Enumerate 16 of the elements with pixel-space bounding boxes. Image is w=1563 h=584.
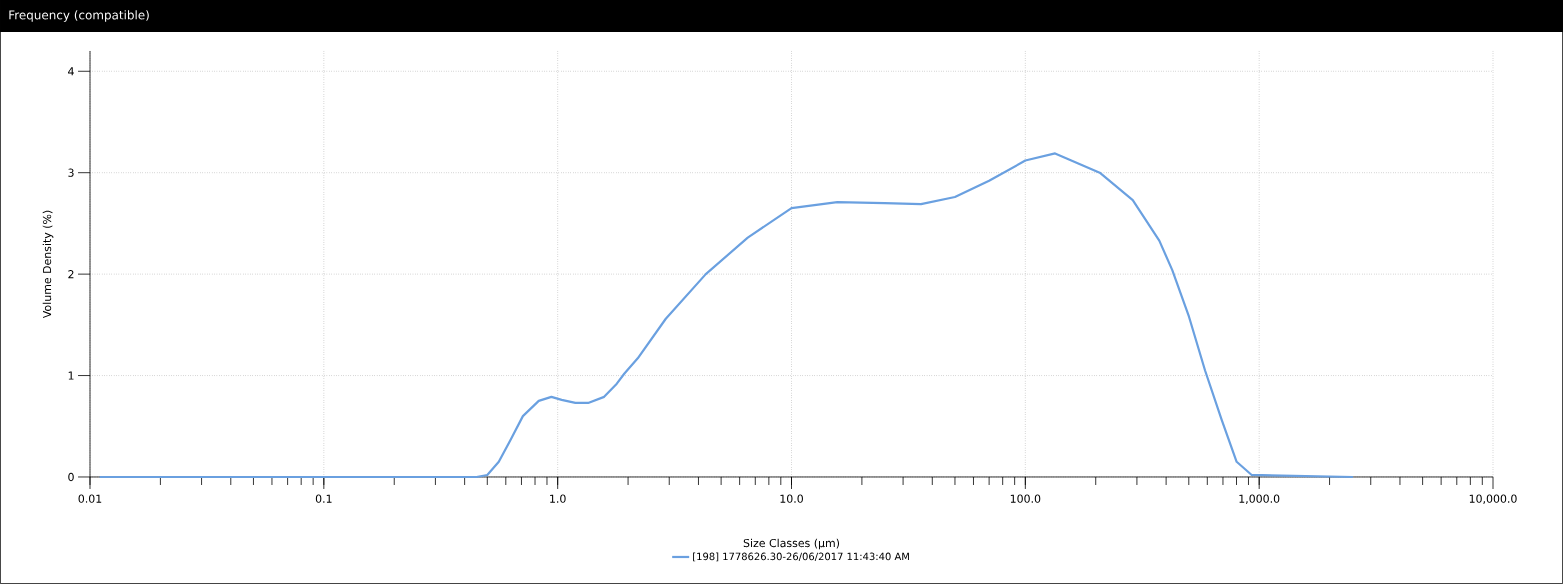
y-tick-label: 1 bbox=[68, 371, 74, 380]
x-tick-label: 0.01 bbox=[78, 494, 102, 503]
y-tick-label: 3 bbox=[68, 168, 74, 177]
x-tick-label: 1,000.0 bbox=[1239, 494, 1280, 504]
x-tick-label: 1.0 bbox=[550, 494, 566, 503]
y-tick-label: 2 bbox=[68, 270, 74, 279]
y-axis-title: Volume Density (%) bbox=[42, 210, 54, 319]
x-tick-label: 0.1 bbox=[315, 494, 332, 503]
y-tick-label: 4 bbox=[68, 67, 74, 76]
x-tick-label: 10,000.0 bbox=[1469, 494, 1517, 504]
x-axis-title: Size Classes (µm) bbox=[743, 538, 840, 550]
x-tick-label: 10.0 bbox=[780, 494, 803, 503]
legend-label: [198] 1778626.30-26/06/2017 11:43:40 AM bbox=[693, 552, 909, 562]
x-tick-label: 100.0 bbox=[1010, 494, 1041, 503]
chart-title: Frequency (compatible) bbox=[9, 10, 149, 22]
y-tick-label: 0 bbox=[68, 472, 74, 482]
